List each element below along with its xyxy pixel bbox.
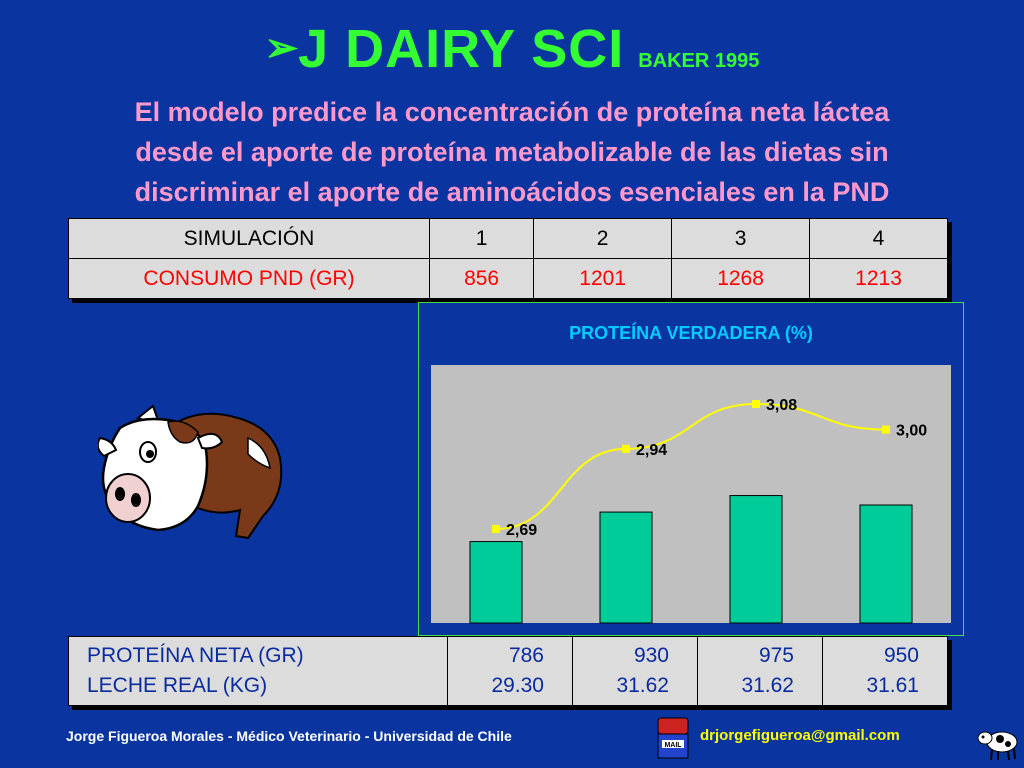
statement-line-1: El modelo predice la concentración de pr… — [134, 97, 890, 127]
statement-line-2: desde el aporte de proteína metabolizabl… — [135, 137, 889, 167]
line-point — [622, 444, 630, 453]
row-label: LECHE REAL (KG) — [87, 674, 268, 697]
line-point — [752, 400, 760, 408]
cow-illustration — [98, 404, 283, 540]
column-header: 1 — [428, 218, 535, 259]
row-label: PROTEÍNA NETA (GR) — [87, 644, 304, 667]
data-label: 2,69 — [506, 522, 537, 539]
table-row: PROTEÍNA NETA (GR) LECHE REAL (KG) 786 2… — [68, 636, 948, 706]
data-label: 3,00 — [896, 423, 927, 440]
statement-line-3: discriminar el aporte de aminoácidos ese… — [134, 177, 890, 207]
table-cell: 975 31.62 — [697, 636, 823, 706]
chart-bar — [469, 541, 523, 624]
table-cell: 930 31.62 — [572, 636, 698, 706]
title-citation: BAKER 1995 — [638, 50, 760, 72]
table-cell: 786 29.30 — [447, 636, 573, 706]
table-cell: 1268 — [671, 258, 811, 299]
chart-bar — [599, 511, 653, 624]
column-header: 3 — [671, 218, 811, 259]
line-series — [492, 400, 890, 533]
header-label: SIMULACIÓN — [68, 218, 430, 259]
row-labels-cell: PROTEÍNA NETA (GR) LECHE REAL (KG) — [68, 636, 448, 706]
mailbox-icon[interactable]: MAIL — [656, 716, 690, 760]
series-line — [495, 402, 887, 530]
table-cell: 950 31.61 — [822, 636, 948, 706]
table-header-row: SIMULACIÓN 1 2 3 4 — [68, 218, 948, 259]
data-label: 3,08 — [766, 397, 797, 414]
title-main: J DAIRY SCI — [298, 19, 625, 79]
column-header: 4 — [809, 218, 948, 259]
table-cell: 856 — [428, 258, 535, 299]
milk-value: 31.61 — [866, 674, 919, 697]
slide-title: ➢J DAIRY SCI BAKER 1995 — [0, 18, 1024, 80]
chart-bar — [859, 504, 913, 624]
arrow-bullet-icon: ➢ — [264, 26, 299, 70]
data-labels: 2,69 2,94 3,08 3,00 — [506, 397, 927, 539]
table-cell: 1201 — [533, 258, 673, 299]
data-label: 2,94 — [636, 442, 667, 459]
simulation-table: SIMULACIÓN 1 2 3 4 CONSUMO PND (GR) 856 … — [68, 218, 948, 299]
milk-value: 29.30 — [491, 674, 544, 697]
protein-chart: PROTEÍNA VERDADERA (%) 2,69 2,94 3,08 3,00 — [431, 322, 951, 624]
small-cow-icon — [977, 731, 1018, 761]
chart-bar — [729, 495, 783, 624]
results-table: PROTEÍNA NETA (GR) LECHE REAL (KG) 786 2… — [68, 636, 948, 706]
footer-author: Jorge Figueroa Morales - Médico Veterina… — [66, 728, 512, 744]
statement-text: El modelo predice la concentración de pr… — [14, 92, 1010, 212]
protein-value: 786 — [508, 644, 544, 667]
line-point — [882, 425, 890, 434]
bar-series — [469, 495, 913, 624]
table-row: CONSUMO PND (GR) 856 1201 1268 1213 — [68, 258, 948, 299]
chart-title: PROTEÍNA VERDADERA (%) — [569, 322, 813, 343]
protein-value: 950 — [883, 644, 919, 667]
email-link[interactable]: drjorgefigueroa@gmail.com — [700, 727, 900, 744]
chart-panel: PROTEÍNA VERDADERA (%) 2,69 2,94 3,08 3,00 — [418, 302, 964, 636]
protein-value: 975 — [758, 644, 794, 667]
mail-label: MAIL — [664, 742, 682, 749]
line-point — [492, 525, 500, 533]
milk-value: 31.62 — [741, 674, 794, 697]
row-label: CONSUMO PND (GR) — [68, 258, 430, 299]
table-cell: 1213 — [809, 258, 948, 299]
protein-value: 930 — [633, 644, 669, 667]
column-header: 2 — [533, 218, 673, 259]
milk-value: 31.62 — [616, 674, 669, 697]
